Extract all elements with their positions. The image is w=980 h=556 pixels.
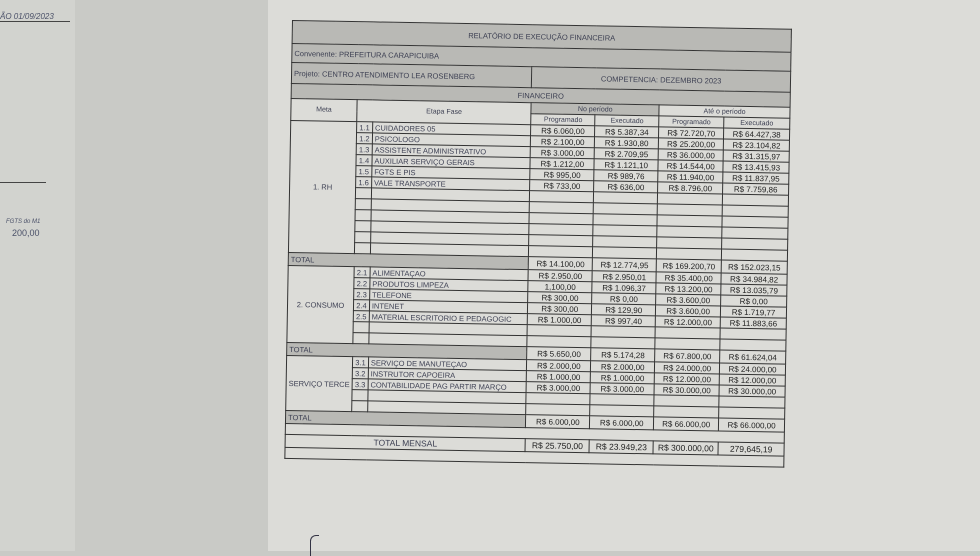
total-value: R$ 5.650,00	[526, 346, 592, 361]
item-number: 2.1	[354, 266, 371, 278]
total-value: R$ 6.000,00	[589, 415, 654, 430]
meta-label: SERVIÇO TERCE	[285, 355, 353, 412]
total-value: R$ 61.624,04	[719, 350, 786, 365]
signature	[310, 535, 319, 556]
total-value: R$ 66.000,00	[653, 416, 719, 432]
total-value: R$ 152.023,15	[721, 260, 788, 275]
item-number: 1.5	[355, 165, 372, 177]
empty-cell	[355, 187, 372, 199]
item-number: 2.5	[353, 310, 370, 322]
total-value: R$ 169.200,70	[656, 258, 722, 274]
header-etapa: Etapa Fase	[356, 99, 532, 125]
item-number: 1.1	[356, 121, 373, 133]
total-mensal-value: R$ 23.949,23	[589, 439, 654, 454]
total-value: R$ 67.800,00	[654, 348, 720, 364]
financial-report: RELATÓRIO DE EXECUÇÃO FINANCEIRA Convene…	[284, 20, 792, 468]
empty-cell	[355, 198, 372, 210]
empty-cell	[354, 220, 371, 232]
item-number: 2.3	[353, 288, 370, 300]
total-value: R$ 14.100,00	[528, 256, 593, 271]
header-meta: Meta	[290, 98, 358, 122]
total-mensal-value: R$ 25.750,00	[525, 438, 590, 453]
fgts-value: 200,00	[12, 228, 40, 238]
total-mensal-value: R$ 300.000,00	[653, 440, 719, 456]
report-table: RELATÓRIO DE EXECUÇÃO FINANCEIRA Convene…	[284, 20, 792, 468]
item-number: 1.6	[355, 176, 372, 188]
item-number: 1.3	[356, 143, 373, 155]
fgts-label: FGTS do M1	[6, 219, 41, 225]
date-text: ÃO 01/09/2023	[0, 12, 70, 22]
item-number: 3.3	[352, 378, 369, 390]
empty-cell	[351, 400, 368, 412]
empty-cell	[354, 242, 371, 254]
empty-cell	[353, 321, 370, 333]
adjacent-page: ÃO 01/09/2023 FGTS do M1 200,00	[0, 0, 75, 551]
empty-cell	[355, 209, 372, 221]
divider	[0, 182, 46, 183]
item-number: 1.4	[355, 154, 373, 166]
meta-label: 2. CONSUMO	[286, 265, 355, 344]
item-number: 2.4	[353, 299, 370, 311]
total-value: R$ 12.774,95	[592, 257, 657, 272]
total-value: R$ 5.174,28	[590, 347, 656, 362]
empty-cell	[351, 389, 368, 401]
total-value: R$ 66.000,00	[718, 418, 785, 433]
total-value: R$ 6.000,00	[525, 414, 590, 429]
empty-cell	[352, 332, 369, 344]
item-number: 3.2	[352, 367, 369, 379]
item-number: 3.1	[352, 356, 369, 368]
item-number: 1.2	[356, 132, 373, 144]
empty-cell	[354, 231, 371, 243]
meta-label: 1. RH	[288, 120, 357, 254]
total-mensal-value: 279,645,19	[718, 442, 785, 457]
item-number: 2.2	[353, 277, 370, 289]
